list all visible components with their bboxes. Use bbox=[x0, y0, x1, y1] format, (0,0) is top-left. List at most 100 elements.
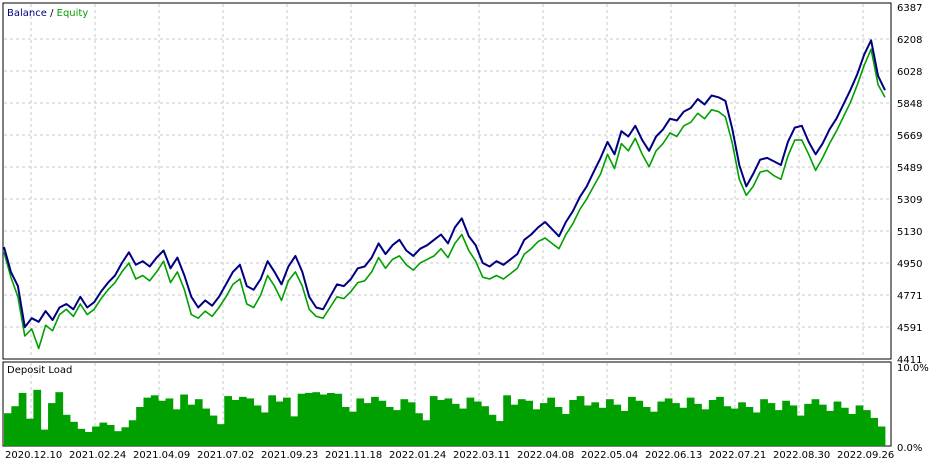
load-bar bbox=[422, 420, 431, 446]
x-tick-label: 2021.07.02 bbox=[197, 450, 254, 461]
load-bar bbox=[855, 405, 864, 446]
legend: Balance / Equity bbox=[7, 8, 88, 19]
load-bar bbox=[716, 396, 724, 446]
load-bar bbox=[18, 392, 27, 446]
load-bar bbox=[378, 400, 387, 446]
load-bar bbox=[606, 399, 614, 446]
y-tick-label: 5130 bbox=[897, 227, 922, 238]
load-y-axis: 10.0% 0.0% bbox=[897, 363, 929, 454]
load-bar bbox=[40, 429, 49, 446]
load-y-tick-label: 10.0% bbox=[897, 363, 929, 374]
load-bar bbox=[459, 408, 467, 446]
load-bar bbox=[33, 389, 42, 446]
load-bar bbox=[253, 405, 262, 446]
load-bar bbox=[216, 424, 225, 446]
x-tick-label: 2022.09.26 bbox=[837, 450, 894, 461]
load-bar bbox=[393, 410, 401, 446]
x-axis: 2020.12.10 2021.02.24 2021.04.09 2021.07.02… bbox=[5, 450, 894, 461]
x-tick-label: 2021.02.24 bbox=[69, 450, 126, 461]
x-tick-label: 2022.03.11 bbox=[453, 450, 510, 461]
load-bar bbox=[723, 406, 732, 446]
load-bar bbox=[180, 394, 188, 446]
x-tick-label: 2021.11.18 bbox=[325, 450, 382, 461]
load-bar bbox=[363, 403, 372, 446]
load-bar bbox=[371, 396, 379, 446]
load-bar bbox=[672, 403, 680, 446]
balance-line bbox=[3, 39, 886, 329]
x-tick-label: 2022.01.24 bbox=[389, 450, 446, 461]
load-bar bbox=[657, 401, 666, 446]
load-bar bbox=[238, 396, 247, 446]
load-bar bbox=[84, 431, 93, 446]
legend-separator: / bbox=[47, 8, 57, 19]
load-bar bbox=[561, 414, 570, 446]
load-bar bbox=[826, 410, 835, 446]
load-bar bbox=[591, 402, 600, 446]
y-tick-label: 5309 bbox=[897, 195, 922, 206]
load-bar bbox=[539, 403, 548, 446]
x-tick-label: 2021.09.23 bbox=[261, 450, 318, 461]
load-bar bbox=[4, 413, 12, 446]
load-bar bbox=[848, 414, 857, 446]
load-bar bbox=[554, 407, 563, 446]
load-bar bbox=[833, 401, 842, 446]
load-bar bbox=[620, 410, 629, 446]
load-bar bbox=[437, 399, 445, 446]
load-bar bbox=[451, 403, 460, 446]
load-bar bbox=[686, 397, 695, 446]
load-bar bbox=[650, 411, 658, 446]
load-bar bbox=[327, 392, 335, 446]
load-bar bbox=[473, 401, 482, 446]
load-bar bbox=[840, 407, 849, 446]
balance-equity-panel: Balance / Equity 6387 6208 6028 5848 5669 548… bbox=[2, 2, 922, 366]
load-bar bbox=[862, 410, 871, 446]
load-bar bbox=[143, 397, 152, 446]
load-bar bbox=[150, 395, 159, 446]
load-bar bbox=[305, 392, 313, 446]
load-bar bbox=[70, 421, 78, 446]
main-grid bbox=[4, 4, 890, 358]
y-tick-label: 5848 bbox=[897, 99, 922, 110]
load-bar bbox=[598, 407, 607, 446]
load-bar bbox=[121, 427, 130, 446]
load-bar bbox=[444, 398, 453, 446]
main-y-axis: 6387 6208 6028 5848 5669 5489 5309 5130 4950 4771… bbox=[897, 3, 922, 366]
load-bar bbox=[782, 400, 790, 446]
load-bar bbox=[172, 409, 181, 446]
load-bar bbox=[767, 403, 776, 446]
x-tick-label: 2021.04.09 bbox=[133, 450, 190, 461]
load-bar bbox=[760, 399, 768, 446]
load-bar bbox=[628, 396, 636, 446]
load-bar bbox=[26, 418, 34, 446]
load-bar bbox=[268, 395, 277, 446]
y-tick-label: 5489 bbox=[897, 163, 922, 174]
load-bar bbox=[576, 396, 585, 446]
load-bar bbox=[495, 421, 504, 446]
load-bar bbox=[319, 394, 328, 446]
load-bar bbox=[334, 393, 343, 446]
load-bar bbox=[194, 399, 203, 446]
load-bar bbox=[481, 406, 489, 446]
x-tick-label: 2020.12.10 bbox=[5, 450, 62, 461]
load-bar bbox=[738, 402, 746, 446]
load-bar bbox=[635, 400, 644, 446]
load-bar bbox=[547, 397, 556, 446]
deposit-load-panel: Deposit Load 10.0% 0.0% bbox=[2, 361, 929, 454]
load-bar bbox=[708, 399, 717, 446]
load-bar bbox=[679, 407, 688, 446]
load-bar bbox=[466, 397, 475, 446]
load-bar bbox=[870, 417, 879, 446]
load-bar bbox=[209, 415, 218, 446]
x-tick-label: 2022.06.13 bbox=[645, 450, 702, 461]
load-bar bbox=[385, 407, 394, 446]
load-bar bbox=[877, 426, 886, 446]
load-bar bbox=[415, 413, 423, 446]
y-tick-label: 4950 bbox=[897, 259, 922, 270]
y-tick-label: 6387 bbox=[897, 3, 922, 14]
load-bar bbox=[224, 396, 232, 446]
load-bar bbox=[312, 392, 321, 446]
load-bar bbox=[642, 407, 651, 446]
load-bar bbox=[55, 392, 64, 446]
load-bar bbox=[290, 416, 299, 446]
equity-line bbox=[3, 48, 886, 350]
